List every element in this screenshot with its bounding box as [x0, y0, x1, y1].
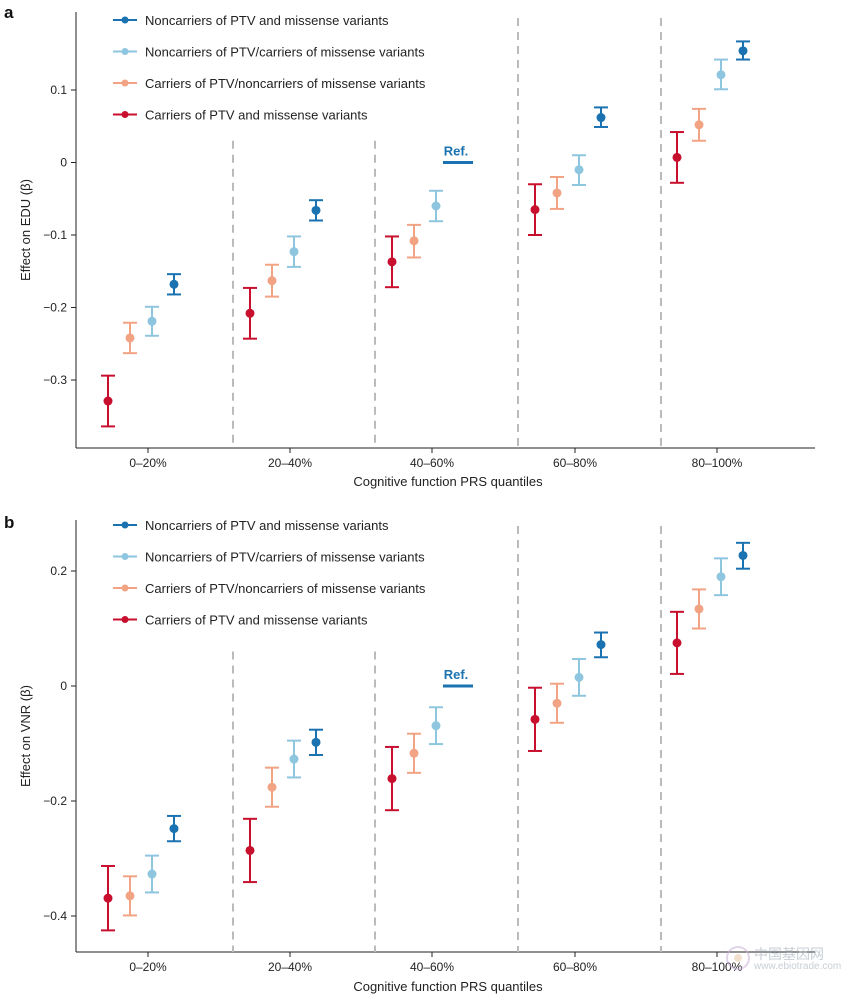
data-point: [716, 70, 726, 80]
data-point: [694, 604, 704, 614]
x-tick-label: 20–40%: [268, 960, 312, 974]
x-tick-label: 0–20%: [129, 456, 167, 470]
x-axis-label: Cognitive function PRS quantiles: [353, 474, 543, 489]
legend-entry: Noncarriers of PTV and missense variants: [145, 13, 389, 28]
y-axis-label: Effect on VNR (β): [18, 685, 33, 787]
data-point: [574, 165, 584, 175]
legend-swatch-dot: [121, 48, 129, 55]
data-point: [147, 316, 157, 326]
legend-entry: Carriers of PTV/noncarriers of missense …: [145, 581, 426, 596]
data-point: [169, 824, 179, 834]
data-point: [694, 120, 704, 130]
data-point: [596, 640, 606, 650]
data-point: [431, 721, 441, 731]
y-tick-label: −0.2: [43, 794, 67, 808]
y-tick-label: 0: [60, 679, 67, 693]
x-tick-label: 60–80%: [553, 960, 597, 974]
data-point: [245, 845, 255, 855]
y-tick-label: −0.2: [43, 301, 67, 315]
data-point: [431, 201, 441, 211]
x-tick-label: 20–40%: [268, 456, 312, 470]
data-point: [125, 333, 135, 343]
legend-entry: Carriers of PTV and missense variants: [145, 108, 368, 123]
data-point: [530, 714, 540, 724]
data-point: [387, 257, 397, 267]
data-point: [530, 205, 540, 215]
reference-label: Ref.: [444, 144, 469, 159]
legend-swatch-dot: [121, 111, 129, 118]
y-tick-label: 0.1: [50, 83, 67, 97]
data-point: [387, 774, 397, 784]
legend-entry: Carriers of PTV and missense variants: [145, 613, 368, 628]
x-tick-label: 80–100%: [692, 960, 743, 974]
legend-swatch-dot: [121, 584, 129, 592]
legend: Noncarriers of PTV and missense variants…: [113, 518, 426, 628]
data-point: [169, 279, 179, 289]
x-axis-label: Cognitive function PRS quantiles: [353, 979, 543, 994]
data-point: [552, 188, 562, 198]
panel-a: a 0.1 0 −0.1 −0.2 −0.3 Effect on EDU (β) 0–20% 2…: [4, 3, 815, 489]
x-tick-label: 40–60%: [410, 456, 454, 470]
data-point: [289, 247, 299, 257]
data-point: [311, 205, 321, 215]
data-point: [409, 236, 419, 246]
legend-swatch-dot: [121, 16, 129, 24]
data-point: [409, 748, 419, 758]
data-point: [574, 672, 584, 682]
data-point: [147, 869, 157, 879]
data-point: [738, 550, 748, 560]
data-point: [672, 638, 682, 648]
data-point: [311, 737, 321, 747]
legend-entry: Noncarriers of PTV/carriers of missense …: [145, 45, 425, 60]
panel-label: b: [4, 513, 14, 532]
y-tick-label: 0: [60, 156, 67, 170]
legend-swatch-dot: [121, 521, 129, 529]
x-tick-label: 60–80%: [553, 456, 597, 470]
data-point: [672, 152, 682, 162]
data-point: [267, 276, 277, 286]
legend-entry: Noncarriers of PTV and missense variants: [145, 518, 389, 533]
data-point: [289, 754, 299, 764]
legend-swatch-dot: [121, 79, 129, 87]
legend: Noncarriers of PTV and missense variants…: [113, 13, 426, 123]
x-tick-label: 0–20%: [129, 960, 167, 974]
legend-entry: Noncarriers of PTV/carriers of missense …: [145, 550, 425, 565]
legend-swatch-dot: [121, 616, 129, 623]
data-point: [103, 396, 113, 406]
y-tick-label: −0.4: [43, 909, 67, 923]
data-point: [103, 893, 113, 903]
data-point: [738, 46, 748, 56]
data-point: [716, 572, 726, 582]
legend-swatch-dot: [121, 553, 129, 560]
data-point: [596, 113, 606, 123]
reference-label: Ref.: [444, 667, 469, 682]
legend-entry: Carriers of PTV/noncarriers of missense …: [145, 76, 426, 91]
y-tick-label: 0.2: [50, 564, 67, 578]
data-point: [267, 782, 277, 792]
x-tick-label: 80–100%: [692, 456, 743, 470]
y-axis-label: Effect on EDU (β): [18, 179, 33, 281]
panel-label: a: [4, 3, 14, 22]
panel-b: b 0.2 0 −0.2 −0.4 Effect on VNR (β) 0–20% 20–40…: [4, 513, 815, 994]
data-point: [245, 308, 255, 318]
data-point: [552, 698, 562, 708]
y-tick-label: −0.1: [43, 228, 67, 242]
data-point: [125, 891, 135, 901]
x-tick-label: 40–60%: [410, 960, 454, 974]
y-tick-label: −0.3: [43, 373, 67, 387]
